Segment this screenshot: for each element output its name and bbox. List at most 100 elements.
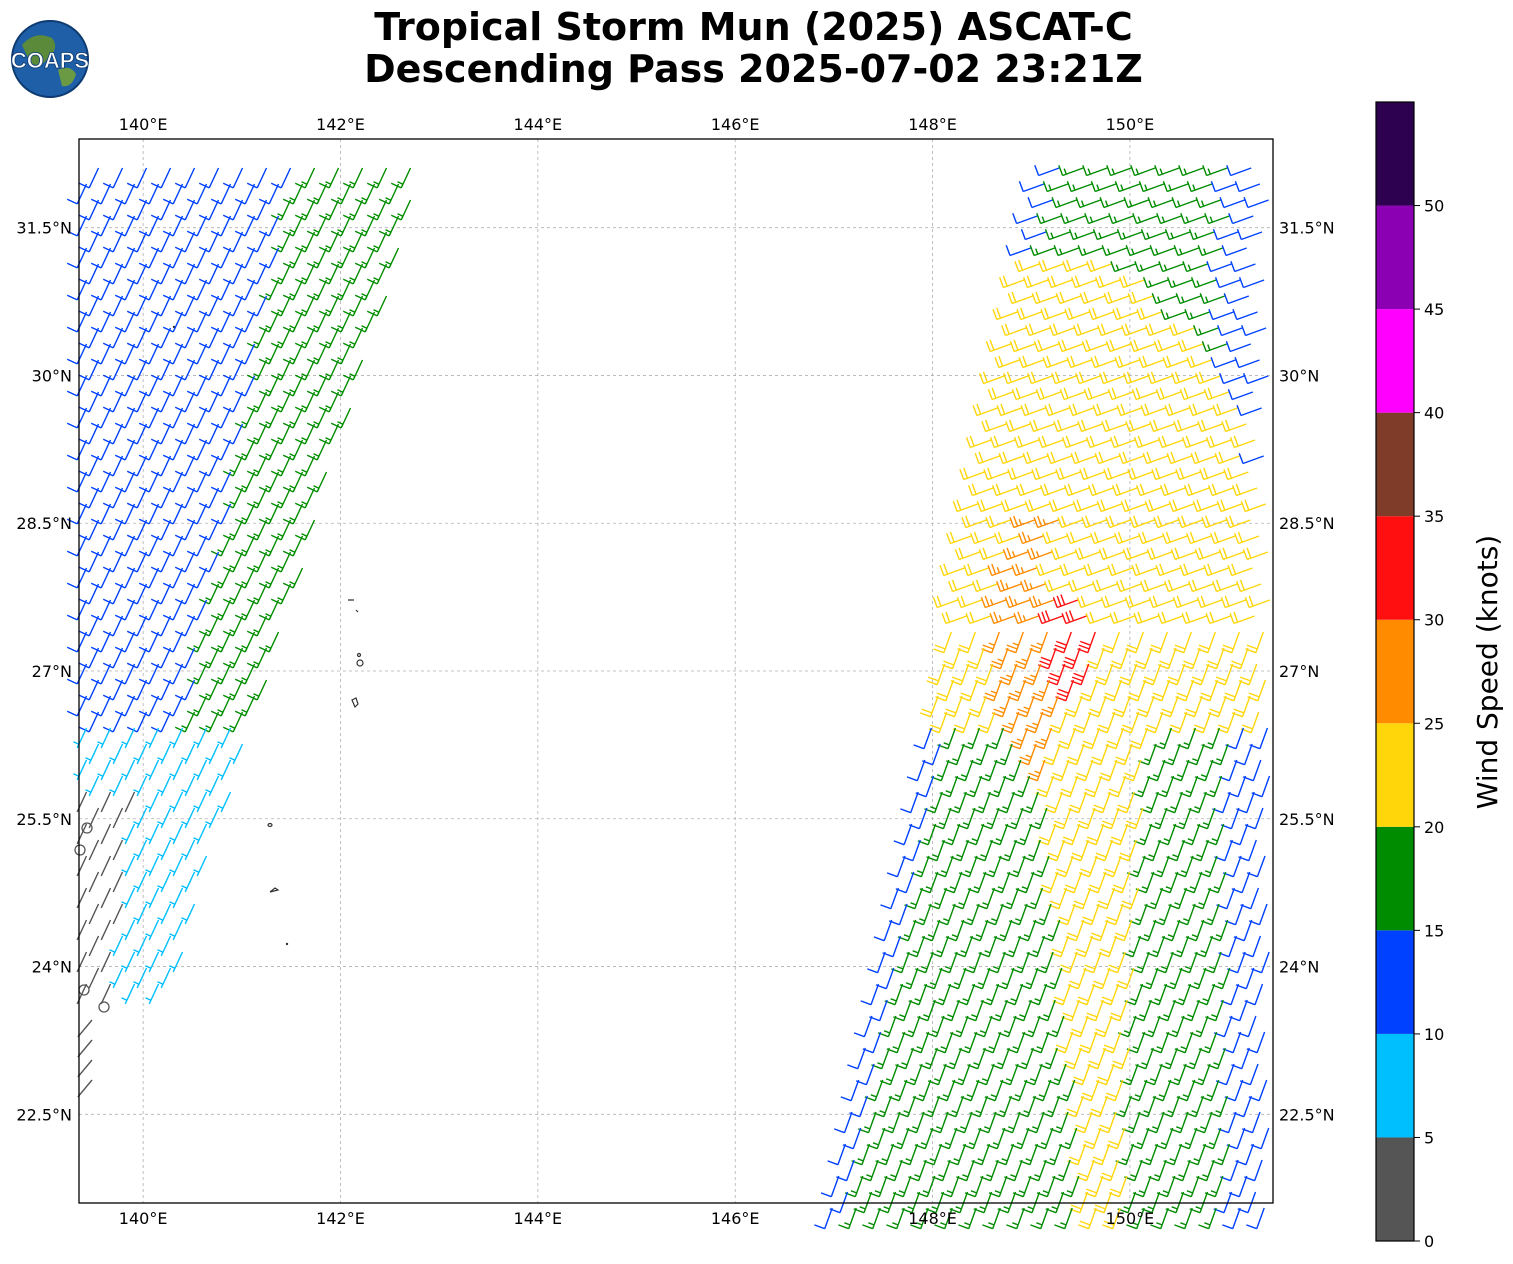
wind-barb: [970, 531, 996, 545]
wind-barb: [246, 423, 268, 445]
wind-barb: [126, 263, 148, 285]
wind-barb: [1125, 419, 1151, 433]
wind-barb: [270, 391, 292, 413]
wind-barb: [306, 311, 328, 333]
wind-barb: [77, 1059, 93, 1078]
wind-barb: [138, 343, 160, 365]
wind-barb: [181, 807, 196, 829]
wind-barb: [985, 339, 1012, 353]
wind-barb: [1164, 579, 1190, 593]
calm-circle: [98, 1001, 110, 1013]
wind-barb: [1029, 244, 1055, 257]
wind-barb: [270, 487, 292, 509]
wind-barb: [186, 535, 208, 557]
wind-barb: [1029, 631, 1048, 654]
wind-barb: [90, 375, 112, 397]
wind-barb: [102, 679, 124, 701]
wind-barb: [112, 839, 124, 861]
wind-barb: [150, 423, 172, 445]
wind-barb: [126, 583, 148, 605]
wind-barb: [1116, 403, 1142, 417]
wind-barb: [1018, 531, 1044, 545]
wind-barb: [1229, 435, 1256, 449]
wind-barb: [210, 183, 232, 205]
wind-barb: [354, 215, 376, 237]
wind-barb: [282, 567, 304, 589]
wind-barb: [1112, 307, 1138, 321]
wind-barb: [169, 919, 184, 941]
colorbar-tick-label: 0: [1424, 1232, 1434, 1251]
wind-barb: [174, 327, 196, 349]
wind-barb: [112, 903, 124, 925]
wind-barb: [100, 823, 112, 845]
lon-label-top: 148°E: [908, 115, 957, 134]
wind-barb: [210, 407, 232, 429]
wind-barb: [1108, 212, 1134, 225]
wind-barb: [1046, 275, 1073, 289]
wind-barb: [1018, 355, 1044, 369]
wind-barb: [1105, 339, 1132, 353]
wind-barb: [1227, 563, 1253, 577]
wind-barb: [1238, 276, 1265, 289]
wind-barb: [234, 279, 256, 301]
wind-barb: [121, 951, 136, 973]
wind-barb: [193, 791, 208, 813]
wind-barb: [270, 519, 292, 541]
wind-barb: [1070, 663, 1090, 686]
wind-barb: [1042, 531, 1068, 545]
wind-barb: [78, 263, 100, 285]
wind-barb: [258, 407, 280, 429]
wind-barb: [162, 279, 184, 301]
wind-barb: [390, 167, 412, 189]
wind-barb: [294, 455, 316, 477]
wind-barb: [145, 983, 160, 1005]
wind-barb: [258, 631, 280, 653]
wind-barb: [246, 391, 268, 413]
wind-barb: [1149, 631, 1168, 654]
wind-barb: [1157, 435, 1184, 449]
wind-barb: [258, 503, 280, 525]
wind-barb: [126, 295, 148, 317]
wind-barb: [258, 535, 280, 557]
wind-barb: [294, 199, 316, 221]
wind-barb: [1073, 323, 1099, 337]
wind-barb: [1195, 196, 1221, 209]
wind-barb: [73, 759, 88, 781]
wind-barb: [994, 531, 1020, 545]
wind-barb: [1034, 164, 1060, 177]
wind-barb: [1156, 212, 1182, 225]
wind-barb: [282, 535, 304, 557]
wind-barb: [157, 743, 172, 765]
wind-barb: [1053, 244, 1079, 257]
wind-barb: [1121, 323, 1147, 337]
wind-barb: [1210, 531, 1236, 545]
wind-barb: [1101, 419, 1127, 433]
wind-barb: [1048, 499, 1075, 513]
wind-barb: [1127, 467, 1153, 481]
wind-barb: [90, 311, 112, 333]
wind-barb: [186, 279, 208, 301]
wind-barb: [342, 295, 364, 317]
wind-barb: [102, 487, 124, 509]
lat-label-left: 28.5°N: [16, 514, 72, 533]
wind-barb: [210, 695, 232, 717]
wind-barb: [1061, 610, 1087, 625]
wind-barb: [1040, 307, 1066, 321]
wind-barb: [78, 583, 100, 605]
wind-barb: [1052, 594, 1079, 609]
wind-barb: [121, 887, 136, 909]
wind-barb: [282, 279, 304, 301]
wind-barb: [330, 247, 352, 269]
wind-barb: [1222, 1207, 1241, 1230]
wind-barb: [66, 183, 88, 205]
wind-barb: [186, 439, 208, 461]
wind-barb: [366, 231, 388, 253]
wind-barb: [989, 611, 1015, 625]
wind-barb: [150, 327, 172, 349]
colorbar-bin: [1376, 102, 1414, 206]
wind-barb: [181, 871, 196, 893]
wind-barb: [150, 583, 172, 605]
wind-barb: [222, 711, 244, 733]
wind-barb: [1201, 515, 1227, 529]
wind-barb: [186, 215, 208, 237]
